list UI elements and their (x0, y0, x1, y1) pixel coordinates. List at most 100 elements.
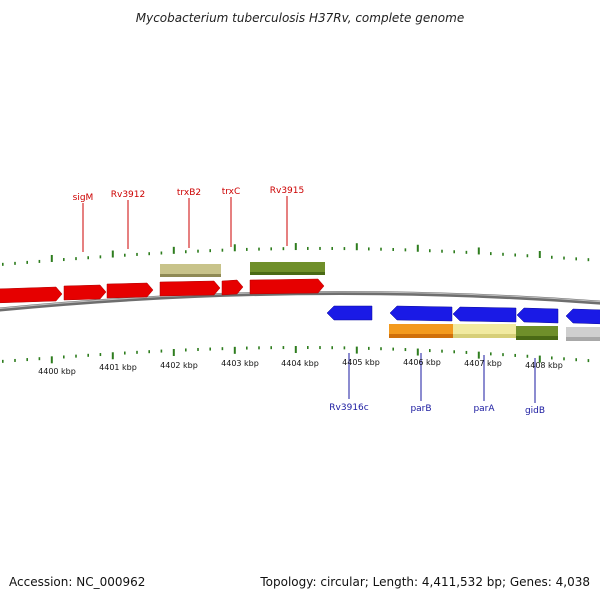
scale-tick (14, 261, 16, 265)
scale-tick (526, 254, 529, 258)
scale-tick (502, 252, 504, 256)
page-title: Mycobacterium tuberculosis H37Rv, comple… (136, 11, 464, 25)
scale-tick (575, 358, 577, 362)
scale-tick (416, 348, 419, 356)
scale-tick (429, 349, 431, 353)
scale-tick (246, 346, 248, 350)
scale-tick (477, 351, 480, 359)
gene-feature-bar-shadow (516, 336, 558, 340)
scale-tick (429, 249, 431, 253)
gene-feature-arrow[interactable] (326, 305, 373, 321)
scale-tick (209, 249, 211, 253)
scale-tick (160, 251, 163, 255)
scale-tick (294, 346, 297, 354)
gene-feature-bar-shadow (250, 272, 325, 275)
scale-tick (490, 352, 492, 356)
scale-tick (563, 256, 565, 260)
scale-tick (270, 247, 272, 251)
scale-tick (14, 358, 16, 362)
scale-tick (343, 247, 346, 251)
gene-label-sigm[interactable]: sigM (73, 193, 94, 203)
scale-tick (282, 346, 285, 350)
scale-tick (368, 346, 370, 350)
scale-tick (514, 253, 516, 257)
scale-tick (136, 350, 138, 354)
scale-tick-label: 4402 kbp (160, 361, 198, 370)
scale-tick (38, 357, 41, 361)
gene-feature-arrow[interactable] (565, 308, 600, 325)
scale-tick (87, 256, 89, 260)
gene-feature-arrow[interactable] (452, 306, 517, 323)
scale-tick (160, 349, 163, 353)
scale-tick (587, 359, 590, 363)
scale-tick (99, 255, 102, 259)
scale-tick (221, 347, 224, 351)
gene-feature-arrow[interactable] (249, 278, 325, 295)
scale-tick (38, 259, 41, 263)
scale-tick (453, 350, 455, 354)
scale-tick (258, 247, 260, 251)
gene-label-gidb[interactable]: gidB (525, 406, 545, 416)
gene-feature-arrow[interactable] (516, 307, 559, 324)
scale-tick (221, 248, 224, 252)
gene-label-rv3916c[interactable]: Rv3916c (329, 403, 368, 413)
scale-tick (307, 346, 309, 350)
scale-tick (136, 252, 138, 256)
scale-tick (172, 348, 175, 356)
scale-tick (63, 355, 65, 359)
gene-feature-arrow[interactable] (389, 305, 453, 322)
gene-label-trxc[interactable]: trxC (222, 187, 241, 197)
scale-tick (282, 247, 285, 251)
lower-scale-ticks (2, 346, 590, 364)
scale-tick (172, 246, 175, 254)
scale-tick (465, 350, 468, 354)
scale-tick (75, 257, 77, 261)
gene-feature-arrow[interactable] (159, 280, 221, 297)
scale-tick (514, 353, 516, 357)
scale-tick (99, 353, 102, 357)
scale-tick (563, 357, 565, 361)
scale-tick (355, 243, 358, 251)
scale-tick (2, 359, 4, 363)
minus-strand-labels: Rv3916c parB parA gidB (329, 353, 545, 416)
scale-tick-label: 4400 kbp (38, 367, 76, 376)
gene-feature-bar-shadow (160, 274, 221, 277)
accession-label: Accession: NC_000962 (9, 575, 145, 589)
gene-label-parb[interactable]: parB (410, 404, 431, 414)
scale-tick (197, 249, 199, 253)
scale-tick (319, 246, 321, 250)
scale-tick (307, 246, 309, 250)
scale-labels: 4400 kbp 4401 kbp 4402 kbp 4403 kbp 4404… (38, 358, 563, 376)
scale-tick (453, 250, 455, 254)
scale-tick (416, 244, 419, 252)
scale-tick (2, 262, 4, 266)
gene-feature-arrow[interactable] (0, 286, 63, 304)
gene-feature-bar[interactable] (250, 262, 325, 275)
scale-tick (526, 354, 529, 358)
scale-tick (319, 346, 321, 350)
gene-label-rv3915[interactable]: Rv3915 (270, 186, 304, 196)
gene-feature-bar-shadow (566, 337, 600, 341)
genome-summary-label: Topology: circular; Length: 4,411,532 bp… (259, 575, 590, 589)
minus-strand-genes (326, 305, 600, 341)
scale-tick-label: 4408 kbp (525, 361, 563, 370)
scale-tick (258, 346, 260, 350)
scale-tick (148, 350, 150, 354)
scale-tick (331, 246, 333, 250)
gene-feature-arrow[interactable] (221, 279, 244, 296)
gene-label-para[interactable]: parA (473, 404, 495, 414)
gene-feature-arrow[interactable] (106, 282, 154, 299)
scale-tick (441, 249, 443, 253)
scale-tick (26, 358, 28, 362)
scale-tick (294, 243, 297, 251)
gene-feature-arrow[interactable] (63, 284, 107, 301)
scale-tick (392, 247, 394, 251)
gene-label-trxb2[interactable]: trxB2 (177, 188, 201, 198)
scale-tick (331, 346, 333, 350)
scale-tick (75, 354, 77, 358)
scale-tick (50, 356, 53, 364)
scale-tick (26, 260, 28, 264)
gene-feature-bar[interactable] (160, 264, 221, 277)
scale-tick (246, 247, 248, 251)
gene-label-rv3912[interactable]: Rv3912 (111, 190, 145, 200)
